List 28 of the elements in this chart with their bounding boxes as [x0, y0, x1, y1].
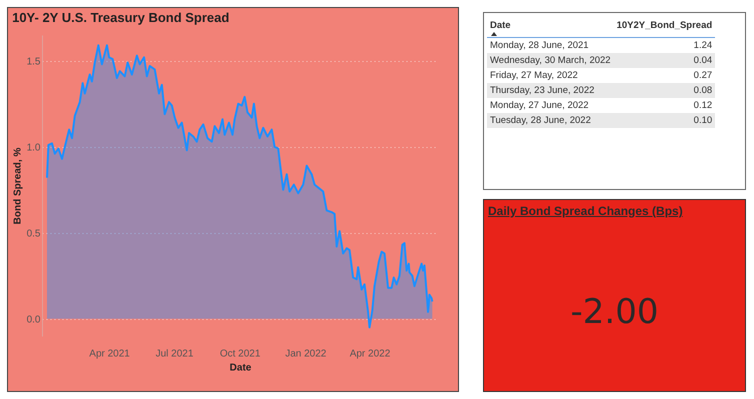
data-label: -2.00: [570, 292, 660, 332]
x-tick-label: Oct 2021: [220, 348, 261, 360]
data-label: 1.24: [692, 39, 714, 53]
text: 10Y2Y_Bond_Spread: [614, 17, 716, 38]
x-axis-title: Date: [230, 362, 252, 374]
y-axis-title: Bond Spread, %: [12, 148, 24, 224]
data-label: 0.10: [614, 113, 716, 128]
category-label: Monday, 27 June, 2022: [489, 99, 590, 113]
y-tick-label: 0.5: [26, 228, 41, 240]
data-label: 0.12: [692, 99, 714, 113]
text: Date: [487, 17, 614, 38]
category-label: Thursday, 23 June, 2022: [487, 83, 614, 98]
x-tick-label: Jul 2021: [156, 348, 194, 360]
data-label: 0.04: [614, 53, 716, 68]
x-tick-label: Apr 2021: [89, 348, 130, 360]
category-label: Friday, 27 May, 2022: [489, 69, 579, 83]
y-tick-label: 1.0: [26, 142, 41, 154]
x-tick-label: Apr 2022: [350, 348, 391, 360]
y-tick-label: 0.0: [26, 314, 41, 326]
y-tick-label: 1.5: [26, 56, 41, 68]
chart-title: 10Y- 2Y U.S. Treasury Bond Spread: [12, 10, 230, 25]
data-label: 0.08: [614, 83, 716, 98]
data-label: 0.27: [692, 69, 714, 83]
category-label: Wednesday, 30 March, 2022: [487, 53, 614, 68]
x-tick-label: Jan 2022: [285, 348, 327, 360]
text: Daily Bond Spread Changes (Bps): [488, 204, 684, 218]
category-label: Monday, 28 June, 2021: [489, 39, 590, 53]
category-label: Tuesday, 28 June, 2022: [487, 113, 614, 128]
